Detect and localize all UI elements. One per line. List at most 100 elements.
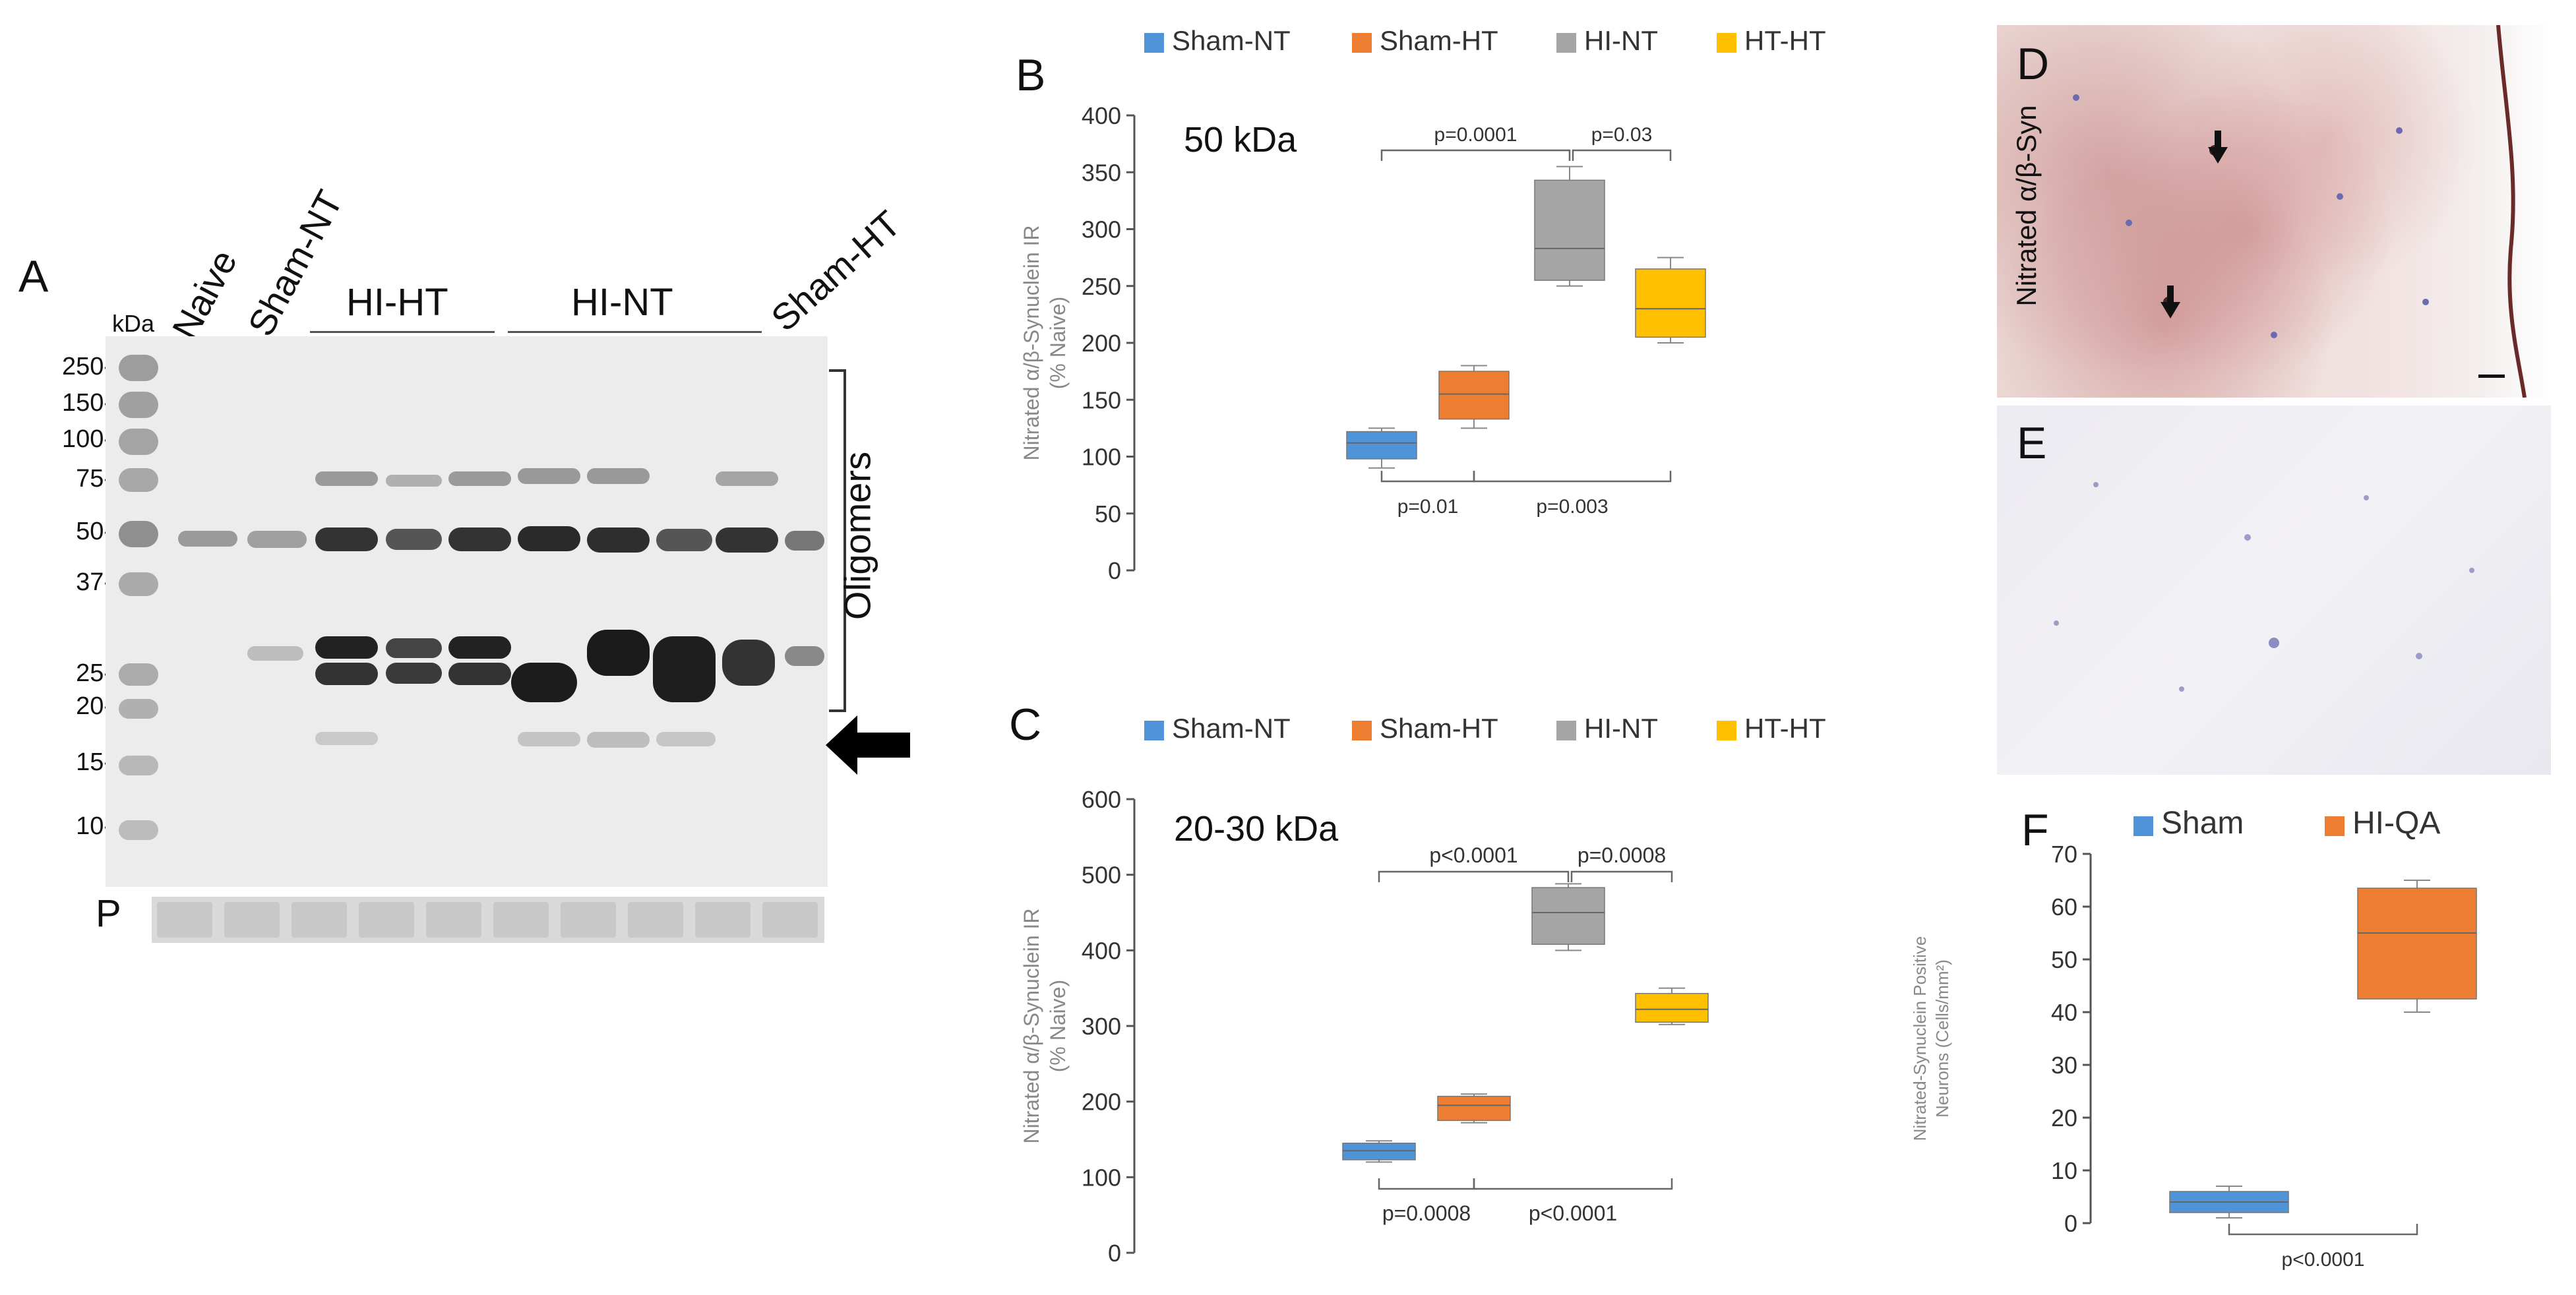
box-sham-nt	[1346, 431, 1417, 460]
band-75kda	[315, 471, 378, 486]
lane-label-naive: Naive	[164, 243, 245, 346]
band-17kda	[587, 732, 650, 748]
chart-title: 50 kDa	[1184, 120, 1297, 160]
y-axis-label: Neurons (Cells/mm²)	[1932, 959, 1952, 1118]
band-24kda	[653, 636, 716, 702]
legend-label: HI-QA	[2352, 806, 2440, 841]
lane-label-sham-nt: Sham-NT	[239, 183, 351, 343]
y-tick-label: 10	[2051, 1157, 2077, 1184]
y-tick-label: 20	[2051, 1104, 2077, 1131]
band-17kda	[656, 732, 716, 746]
legend-swatch	[1556, 33, 1576, 53]
marker-25: 25-	[76, 659, 112, 687]
band-28kda	[315, 636, 378, 659]
micrograph-e-cells	[2054, 482, 2474, 692]
legend-swatch	[1144, 721, 1164, 740]
lane-label-hi-nt: HI-NT	[571, 281, 673, 324]
chart-f-neurons: Sham HI-QA 0 10 20 30 40 50 60 70 Nitrated-Synucle…	[1910, 806, 2477, 1271]
band-17kda	[315, 732, 378, 745]
marker-150: 150-	[61, 389, 112, 417]
band-75kda	[386, 475, 442, 487]
band-28kda	[587, 630, 650, 676]
y-tick-label: 400	[1082, 937, 1121, 964]
oligomers-bracket	[829, 369, 846, 712]
y-tick-label: 70	[2051, 841, 2077, 868]
band-28kda	[448, 663, 511, 685]
significance-bracket	[1473, 1178, 1673, 1190]
band-75kda	[587, 468, 650, 484]
micrograph-d: Nitrated α/β-Syn D	[1997, 25, 2551, 398]
stain-label: Nitrated α/β-Syn	[2011, 105, 2042, 307]
significance-bracket	[1378, 870, 1570, 882]
band-28kda	[247, 646, 303, 661]
y-tick-label: 600	[1082, 786, 1121, 813]
band-28kda	[386, 638, 442, 658]
band-17kda	[518, 732, 580, 746]
y-tick-label: 0	[1108, 1240, 1121, 1267]
legend-swatch	[1717, 33, 1736, 53]
ponceau-lane	[359, 902, 414, 938]
legend-label: Sham-HT	[1380, 25, 1498, 56]
ladder-band	[119, 699, 158, 719]
significance-bracket	[1380, 471, 1475, 483]
legend-swatch	[1556, 721, 1576, 740]
y-tick-label: 200	[1082, 1089, 1121, 1116]
panel-d-letter: D	[2017, 39, 2050, 89]
arrow-icon	[2208, 131, 2228, 164]
ponceau-lane	[762, 902, 818, 938]
p-value-label: p=0.0008	[1382, 1201, 1471, 1225]
ponceau-lane	[157, 902, 212, 938]
panel-f-letter: F	[2021, 805, 2049, 855]
y-tick-label: 150	[1082, 386, 1121, 413]
marker-20: 20-	[76, 692, 112, 720]
y-axis-label: Nitrated-Synuclein Positive	[1910, 936, 1930, 1141]
band-24kda	[511, 663, 577, 702]
marker-250: 250-	[61, 353, 112, 380]
chart-b-50kda: Sham-NT Sham-HT HI-NT HT-HT 50 kDa 0 50 100 150 2…	[1020, 25, 1826, 580]
y-tick-label: 50	[2051, 946, 2077, 973]
band-75kda	[518, 468, 580, 484]
lane-label-sham-ht: Sham-HT	[763, 202, 909, 340]
y-tick-label: 400	[1082, 102, 1121, 129]
y-axis-label: (% Naive)	[1046, 297, 1070, 389]
ponceau-label: P	[96, 892, 121, 935]
ponceau-lane	[224, 902, 280, 938]
arrow-icon	[2161, 286, 2180, 318]
band-50kda	[448, 527, 511, 551]
band-50kda	[178, 531, 237, 547]
legend-swatch	[1352, 721, 1372, 740]
ladder-band	[119, 572, 158, 596]
ponceau-lane	[291, 902, 347, 938]
panel-b-letter: B	[1016, 50, 1046, 100]
legend-label: HT-HT	[1744, 713, 1826, 744]
p-value-label: p=0.0001	[1434, 124, 1518, 146]
box-ht-ht	[1635, 268, 1706, 338]
ladder-band	[119, 820, 158, 840]
ponceau-lane	[426, 902, 481, 938]
y-tick-label: 50	[1095, 500, 1121, 527]
monomer-arrow-icon	[826, 715, 910, 775]
band-50kda	[247, 531, 307, 548]
micrograph-d-cells	[2073, 25, 2527, 398]
significance-bracket	[2228, 1224, 2418, 1236]
y-tick-label: 100	[1082, 444, 1121, 471]
legend-label: Sham-HT	[1380, 713, 1498, 744]
box-hi-qa	[2357, 888, 2477, 1000]
significance-bracket	[1473, 471, 1672, 483]
band-50kda	[656, 529, 712, 551]
marker-75: 75-	[76, 465, 112, 493]
ladder-band	[119, 429, 158, 455]
ponceau-lane	[493, 902, 549, 938]
legend-swatch	[2325, 816, 2345, 836]
legend-label: Sham	[2161, 806, 2244, 841]
y-tick-label: 300	[1082, 216, 1121, 243]
y-tick-label: 300	[1082, 1013, 1121, 1040]
p-value-label: p<0.0001	[2282, 1249, 2365, 1271]
legend-swatch	[1352, 33, 1372, 53]
legend-swatch	[2133, 816, 2153, 836]
marker-37: 37-	[76, 568, 112, 596]
ponceau-lane	[695, 902, 751, 938]
band-50kda	[386, 529, 442, 550]
y-axis-label: (% Naive)	[1046, 980, 1070, 1072]
y-tick-label: 200	[1082, 330, 1121, 357]
